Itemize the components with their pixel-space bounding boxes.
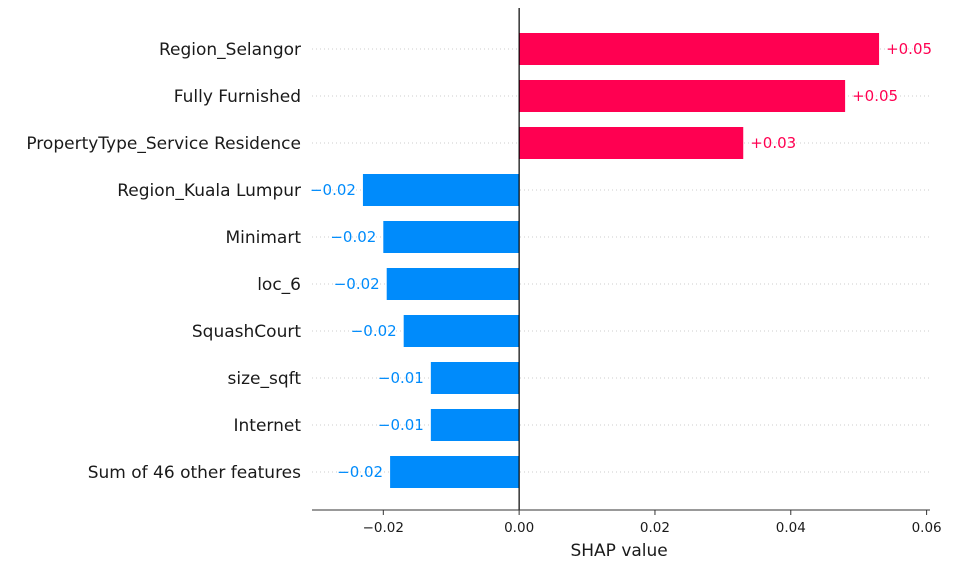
x-axis: −0.02 0.00 0.02 0.04 0.06 xyxy=(312,509,942,536)
feature-label: Sum of 46 other features xyxy=(88,463,301,483)
bar-minimart xyxy=(383,221,520,253)
bar-value-label: +0.03 xyxy=(750,134,796,152)
feature-label: Fully Furnished xyxy=(174,87,301,107)
bar-value-label: +0.05 xyxy=(852,87,898,105)
bar-value-label: −0.01 xyxy=(378,416,424,434)
bar-sum-of-46-other-features xyxy=(390,456,520,488)
bar-value-label: −0.02 xyxy=(334,275,380,293)
bar-squashcourt xyxy=(403,315,520,347)
x-tick-label: 0.02 xyxy=(640,520,670,536)
bar-value-label: +0.05 xyxy=(886,40,932,58)
feature-label: Minimart xyxy=(225,228,301,248)
bars: +0.05 +0.05 +0.03 −0.02 −0.02 −0.02 −0.02 −0.01… xyxy=(310,33,932,488)
x-axis-title: SHAP value xyxy=(570,541,667,561)
feature-label: size_sqft xyxy=(228,369,302,389)
bar-value-label: −0.02 xyxy=(351,322,397,340)
bar-value-label: −0.02 xyxy=(310,181,356,199)
bar-region-kuala-lumpur xyxy=(362,174,520,206)
bar-value-label: −0.02 xyxy=(330,228,376,246)
bar-value-label: −0.01 xyxy=(378,369,424,387)
feature-label: Region_Selangor xyxy=(159,40,301,60)
bar-propertytype-service-residence xyxy=(519,127,744,159)
feature-label: loc_6 xyxy=(257,275,301,295)
x-tick-label: 0.00 xyxy=(504,520,534,536)
x-tick-label: 0.06 xyxy=(912,520,942,536)
x-tick-label: −0.02 xyxy=(363,520,404,536)
bar-fully-furnished xyxy=(519,80,846,112)
bar-size-sqft xyxy=(430,362,520,394)
feature-label: Internet xyxy=(233,416,301,436)
feature-labels: Region_Selangor Fully Furnished PropertyTy… xyxy=(26,40,301,483)
bar-loc-6 xyxy=(386,268,520,300)
x-tick-label: 0.04 xyxy=(776,520,806,536)
bar-internet xyxy=(430,409,520,441)
grid-lines xyxy=(312,48,930,473)
feature-label: Region_Kuala Lumpur xyxy=(117,181,301,201)
bar-value-label: −0.02 xyxy=(337,463,383,481)
bar-region-selangor xyxy=(519,33,880,65)
feature-label: SquashCourt xyxy=(192,322,301,342)
feature-label: PropertyType_Service Residence xyxy=(26,134,301,154)
